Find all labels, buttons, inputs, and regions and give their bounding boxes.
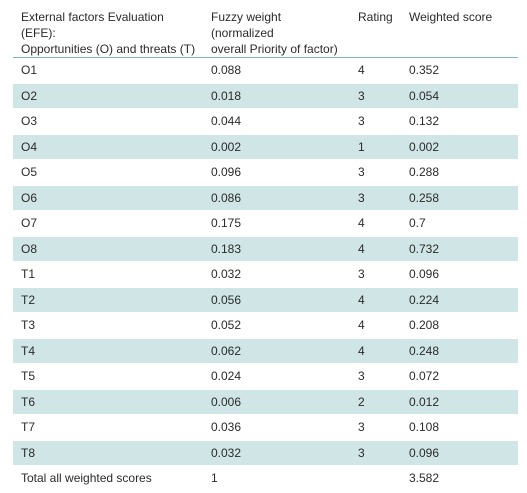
cell-weight: 0.062 (203, 338, 350, 364)
table-row: O6 0.086 3 0.258 (13, 185, 518, 211)
cell-rating: 3 (350, 261, 401, 288)
total-score: 3.582 (409, 471, 440, 486)
cell-factor: T3 (13, 312, 203, 339)
table-row: O8 0.183 4 0.732 (13, 236, 518, 262)
cell-factor: T7 (13, 414, 203, 441)
cell-weight: 0.036 (203, 414, 350, 441)
table-row: T8 0.032 3 0.096 (13, 440, 518, 466)
header-row: External factors Evaluation (EFE): Oppor… (13, 5, 518, 58)
cell-weight: 0.018 (203, 83, 350, 109)
cell-rating: 4 (350, 287, 401, 313)
cell-score: 0.096 (401, 261, 518, 288)
cell-score: 0.248 (401, 338, 518, 364)
table-body: O1 0.088 4 0.352 O2 0.018 3 0.054 O3 0.0… (13, 57, 518, 491)
header-weight-line2: overall Priority of factor) (211, 42, 338, 56)
cell-rating: 2 (350, 389, 401, 415)
cell-score: 0.352 (401, 57, 518, 84)
cell-weight: 0.175 (203, 210, 350, 237)
cell-rating: 4 (350, 57, 401, 84)
total-label: Total all weighted scores (21, 471, 152, 486)
cell-factor: O7 (13, 210, 203, 237)
cell-rating: 3 (350, 159, 401, 186)
cell-factor: T4 (13, 338, 203, 364)
cell-factor: O6 (13, 185, 203, 211)
cell-weight: 0.086 (203, 185, 350, 211)
cell-score: 0.108 (401, 414, 518, 441)
header-factor-line1: External factors Evaluation (EFE): (21, 10, 164, 40)
cell-factor: T5 (13, 363, 203, 390)
cell-rating: 3 (350, 83, 401, 109)
table-row: O2 0.018 3 0.054 (13, 83, 518, 109)
table-row: T1 0.032 3 0.096 (13, 261, 518, 288)
efe-table: External factors Evaluation (EFE): Oppor… (13, 5, 518, 491)
table-row: O1 0.088 4 0.352 (13, 57, 518, 84)
table-row: T5 0.024 3 0.072 (13, 363, 518, 390)
cell-weight: 0.024 (203, 363, 350, 390)
table-header: External factors Evaluation (EFE): Oppor… (13, 5, 518, 58)
total-row: Total all weighted scores 1 3.582 (13, 466, 518, 491)
cell-weight: 0.032 (203, 440, 350, 466)
table-row: T4 0.062 4 0.248 (13, 338, 518, 364)
cell-rating: 4 (350, 236, 401, 262)
cell-score: 0.002 (401, 134, 518, 160)
cell-factor: T8 (13, 440, 203, 466)
header-factor-line2: Opportunities (O) and threats (T) (21, 42, 196, 56)
table-row: T7 0.036 3 0.108 (13, 414, 518, 441)
cell-score: 0.224 (401, 287, 518, 313)
header-rating: Rating (350, 5, 401, 58)
cell-rating: 4 (350, 338, 401, 364)
table-row: O5 0.096 3 0.288 (13, 159, 518, 186)
cell-rating: 1 (350, 134, 401, 160)
table-row: O3 0.044 3 0.132 (13, 108, 518, 135)
cell-score: 0.732 (401, 236, 518, 262)
cell-weight: 0.096 (203, 159, 350, 186)
header-weight: Fuzzy weight (normalized overall Priorit… (203, 5, 350, 58)
table-row: T3 0.052 4 0.208 (13, 312, 518, 339)
cell-weight: 0.044 (203, 108, 350, 135)
header-factor: External factors Evaluation (EFE): Oppor… (13, 5, 203, 58)
header-weight-line1: Fuzzy weight (normalized (211, 10, 282, 40)
cell-rating: 3 (350, 363, 401, 390)
cell-rating: 3 (350, 440, 401, 466)
cell-score: 0.132 (401, 108, 518, 135)
cell-score: 0.208 (401, 312, 518, 339)
cell-factor: O4 (13, 134, 203, 160)
cell-score: 0.072 (401, 363, 518, 390)
cell-rating: 3 (350, 108, 401, 135)
cell-factor: O1 (13, 57, 203, 84)
cell-weight: 0.056 (203, 287, 350, 313)
cell-score: 0.012 (401, 389, 518, 415)
header-score: Weighted score (401, 5, 518, 58)
cell-score: 0.054 (401, 83, 518, 109)
cell-factor: T6 (13, 389, 203, 415)
table-row: O4 0.002 1 0.002 (13, 134, 518, 160)
cell-score: 0.096 (401, 440, 518, 466)
cell-weight: 0.052 (203, 312, 350, 339)
cell-score: 0.288 (401, 159, 518, 186)
table-row: T6 0.006 2 0.012 (13, 389, 518, 415)
cell-weight: 0.002 (203, 134, 350, 160)
cell-factor: T1 (13, 261, 203, 288)
cell-weight: 0.183 (203, 236, 350, 262)
cell-score: 0.7 (401, 210, 518, 237)
cell-score: 0.258 (401, 185, 518, 211)
cell-factor: T2 (13, 287, 203, 313)
cell-factor: O5 (13, 159, 203, 186)
cell-weight: 0.088 (203, 57, 350, 84)
cell-rating: 4 (350, 312, 401, 339)
cell-rating: 3 (350, 185, 401, 211)
cell-rating: 4 (350, 210, 401, 237)
cell-weight: 0.032 (203, 261, 350, 288)
table-row: T2 0.056 4 0.224 (13, 287, 518, 313)
total-weight: 1 (211, 471, 218, 486)
cell-rating: 3 (350, 414, 401, 441)
total-rating (350, 466, 401, 491)
cell-factor: O2 (13, 83, 203, 109)
cell-factor: O8 (13, 236, 203, 262)
table-row: O7 0.175 4 0.7 (13, 210, 518, 237)
cell-weight: 0.006 (203, 389, 350, 415)
cell-factor: O3 (13, 108, 203, 135)
